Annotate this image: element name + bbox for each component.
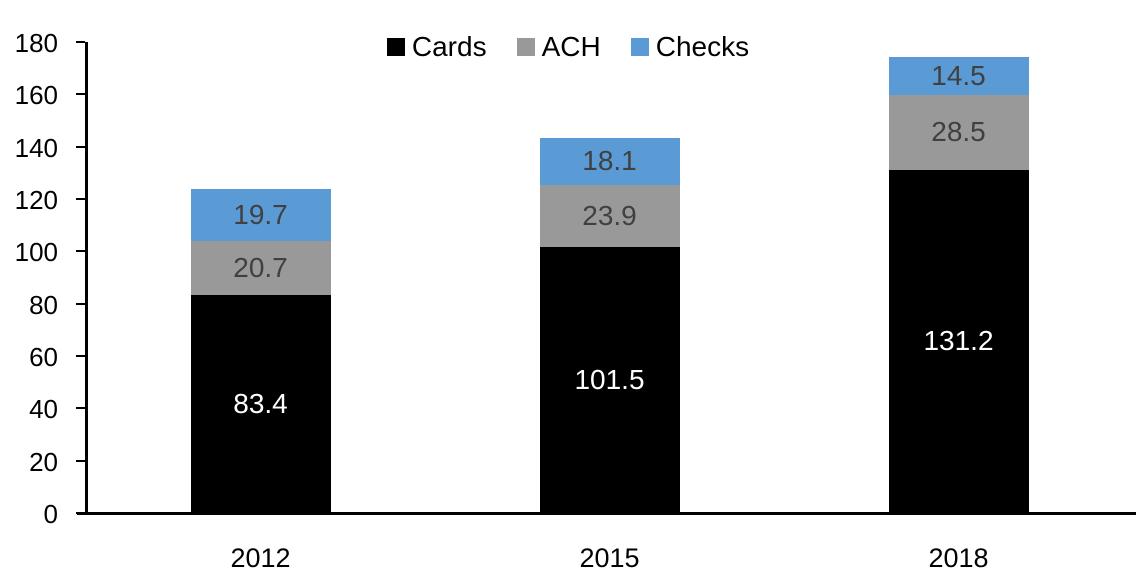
bar-segment-ach: 28.5 xyxy=(888,95,1029,170)
y-axis-tick-label: 160 xyxy=(14,80,58,111)
y-axis-tick-label: 100 xyxy=(14,237,58,268)
y-axis-tick xyxy=(76,198,85,200)
y-axis-tick xyxy=(76,355,85,357)
y-axis-tick xyxy=(76,512,85,514)
y-axis-tick xyxy=(76,93,85,96)
bar-value-label: 20.7 xyxy=(233,251,288,283)
bar-value-label: 23.9 xyxy=(582,200,637,232)
bar-value-label: 14.5 xyxy=(931,60,986,92)
bar-value-label: 131.2 xyxy=(923,325,994,357)
bar-value-label: 101.5 xyxy=(574,364,645,396)
bar-segment-checks: 14.5 xyxy=(888,57,1029,96)
y-axis-line xyxy=(85,42,88,515)
bar-segment-cards: 101.5 xyxy=(539,247,680,513)
bar-segment-ach: 20.7 xyxy=(190,240,331,295)
y-axis-tick-label: 60 xyxy=(29,342,58,372)
y-axis-tick xyxy=(76,302,85,305)
bar-segment-cards: 131.2 xyxy=(888,169,1029,513)
bar-segment-checks: 18.1 xyxy=(539,137,680,185)
x-axis-category-label: 2015 xyxy=(579,543,640,573)
bar-value-label: 19.7 xyxy=(233,198,288,230)
x-axis-category-label: 2012 xyxy=(230,543,291,573)
y-axis-tick-label: 40 xyxy=(29,394,58,425)
x-axis-category-label: 2018 xyxy=(928,543,989,573)
y-axis-tick xyxy=(76,407,85,410)
bar-segment-cards: 83.4 xyxy=(190,294,331,513)
y-axis-tick-label: 140 xyxy=(14,132,58,163)
bar-value-label: 28.5 xyxy=(931,116,986,148)
y-axis-tick xyxy=(76,145,85,148)
bar-segment-ach: 23.9 xyxy=(539,184,680,248)
x-axis-line xyxy=(77,512,1136,515)
y-axis-tick-label: 120 xyxy=(14,185,58,215)
y-axis-tick-label: 180 xyxy=(14,28,58,58)
bar-segment-checks: 19.7 xyxy=(190,189,331,241)
y-axis-tick-label: 20 xyxy=(29,446,58,477)
bar-value-label: 18.1 xyxy=(582,145,637,177)
y-axis-tick xyxy=(76,459,85,462)
y-axis-tick xyxy=(76,41,85,43)
y-axis-tick-label: 0 xyxy=(43,499,58,529)
y-axis-tick-label: 80 xyxy=(29,289,58,320)
bar-value-label: 83.4 xyxy=(233,387,288,419)
y-axis-tick xyxy=(76,250,85,253)
